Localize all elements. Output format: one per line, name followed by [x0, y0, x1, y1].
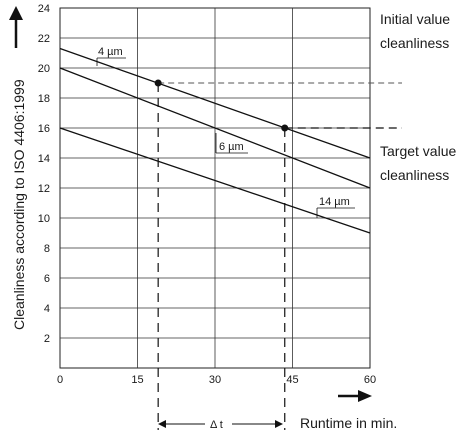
y-tick-24: 24 [38, 3, 50, 15]
delta-t-arrow-right-icon [275, 420, 283, 428]
grid-lines [60, 8, 370, 368]
y-axis-title: Cleanliness according to ISO 4406:1999 [11, 79, 27, 330]
y-tick-12: 12 [38, 183, 50, 195]
target-value-line1: Target value [380, 143, 456, 159]
curve-1 [59, 67, 371, 189]
marker-point-1 [281, 124, 289, 132]
y-tick-18: 18 [38, 93, 50, 105]
y-tick-14: 14 [38, 153, 50, 165]
x-tick-45: 45 [286, 374, 298, 386]
x-tick-60: 60 [364, 374, 376, 386]
curve-2 [59, 127, 371, 234]
curve-label-0: 4 µm [98, 46, 123, 58]
up-arrow-head-icon [9, 6, 23, 20]
cleanliness-curves: 4 µm 6 µm 14 µm [59, 46, 371, 234]
x-axis-title: Runtime in min. [300, 415, 397, 431]
x-tick-15: 15 [131, 374, 143, 386]
y-tick-4: 4 [44, 303, 50, 315]
target-value-line2: cleanliness [380, 167, 449, 183]
delta-t-arrow-left-icon [158, 420, 166, 428]
y-axis-label: Cleanliness according to ISO 4406:1999 [11, 79, 27, 330]
y-tick-20: 20 [38, 63, 50, 75]
x-tick-0: 0 [57, 374, 63, 386]
curve-label-1: 6 µm [219, 141, 244, 153]
y-tick-6: 6 [44, 273, 50, 285]
y-tick-10: 10 [38, 213, 50, 225]
curve-0 [59, 47, 371, 159]
delta-t-marker: Δ t [158, 419, 283, 431]
marker-point-0 [154, 79, 162, 87]
initial-value-line2: cleanliness [380, 35, 449, 51]
y-tick-16: 16 [38, 123, 50, 135]
y-tick-8: 8 [44, 243, 50, 255]
x-tick-30: 30 [209, 374, 221, 386]
y-tick-22: 22 [38, 33, 50, 45]
right-arrow-head-icon [358, 390, 372, 402]
dashed-guides [154, 79, 402, 430]
delta-t-label: Δ t [210, 419, 223, 431]
initial-value-line1: Initial value [380, 11, 450, 27]
y-tick-2: 2 [44, 333, 50, 345]
curve-label-2: 14 µm [319, 196, 350, 208]
